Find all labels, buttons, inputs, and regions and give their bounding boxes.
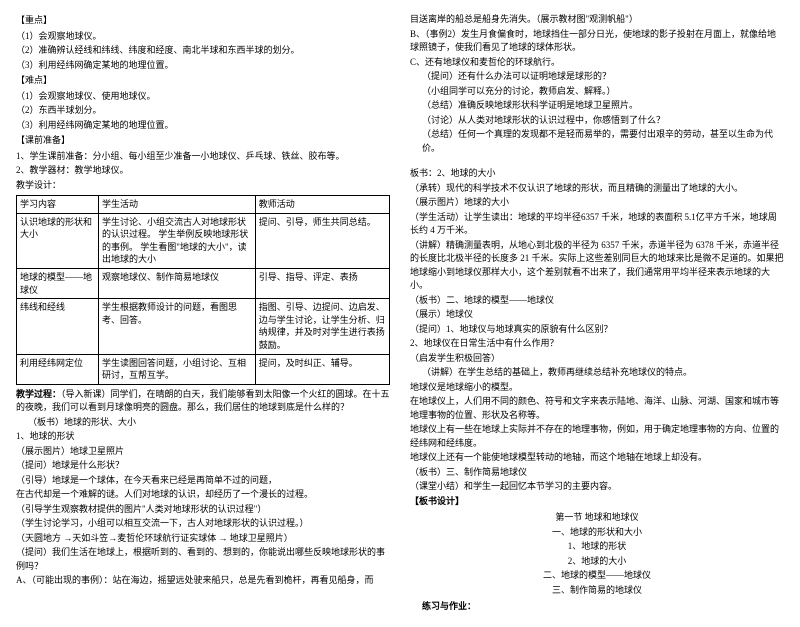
board-line: 一、地球的形状和大小 [410, 526, 784, 540]
homework-head: 练习与作业： [410, 600, 784, 614]
board-line: 三、制作简易的地球仪 [410, 584, 784, 598]
right-column: 目送离岸的船总是船身先消失。（展示教材图"观测帆船"） B、（事例2）发生月食偏… [410, 12, 784, 615]
cell: 地球的模型——地球仪 [17, 268, 99, 298]
process-intro: （导入新课）同学们，在晴朗的白天，我们能够看到太阳像一个火红的圆球。在十五的夜晚… [16, 389, 390, 413]
body-line: （引导学生观察教材提供的图片"人类对地球形状的认识过程"） [16, 503, 390, 517]
table-row: 认识地球的形状和大小 学生讨论、小组交流古人对地球形状的认识过程。 学生举例反映… [17, 213, 390, 268]
heading-difficult: 【难点】 [16, 74, 390, 88]
body-line: 在地球仪上，人们用不同的颜色、符号和文字来表示陆地、海洋、山脉、河湖、国家和城市… [410, 395, 784, 422]
cell: 提问、引导，师生共同总结。 [255, 213, 389, 268]
cell: 纬线和经线 [17, 299, 99, 354]
cell: 认识地球的形状和大小 [17, 213, 99, 268]
body-line: 地球仪是地球缩小的模型。 [410, 381, 784, 395]
table-row: 纬线和经线 学生根据教师设计的问题，看图思考、回答。 指图、引导、边提问、边启发… [17, 299, 390, 354]
prep-item: 教学设计： [16, 179, 390, 193]
table-header: 教师活动 [255, 196, 389, 214]
body-line: （讲解）精确测量表明，从地心到北极的半径为 6357 千米，赤道半径为 6378… [410, 239, 784, 293]
table-header: 学习内容 [17, 196, 99, 214]
body-line: （提问）地球是什么形状？ [16, 459, 390, 473]
cell: 引导、指导、评定、表扬 [255, 268, 389, 298]
body-line: （讨论）从人类对地球形状的认识过程中，你感悟到了什么？ [410, 114, 784, 128]
diff-item: （3）利用经纬网确定某地的地理位置。 [16, 119, 390, 133]
body-line: 在古代却是一个难解的谜。人们对地球的认识，却经历了一个漫长的过程。 [16, 488, 390, 502]
table-header: 学生活动 [99, 196, 256, 214]
body-line: B、（事例2）发生月食偏食时，地球挡住一部分日光，使地球的影子投射在月面上，就像… [410, 28, 784, 55]
board-design-head: 【板书设计】 [410, 495, 784, 509]
table-row: 地球的模型——地球仪 观察地球仪、制作简易地球仪 引导、指导、评定、表扬 [17, 268, 390, 298]
body-line: （学生活动）让学生读出：地球的平均半径6357 千米，地球的表面积 5.1亿平方… [410, 211, 784, 238]
body-line: 1、地球的形状 [16, 430, 390, 444]
cell: 学生读图回答问题，小组讨论、互相研讨，互帮互学。 [99, 354, 256, 384]
board-line: 二、地球的模型——地球仪 [410, 569, 784, 583]
heading-prep: 【课前准备】 [16, 134, 390, 148]
body-line: （总结）任何一个真理的发现都不是轻而易举的，需要付出艰辛的劳动，甚至以生命为代价… [410, 128, 784, 155]
key-item: （1）会观察地球仪。 [16, 30, 390, 44]
body-line: （提问）还有什么办法可以证明地球是球形的？ [410, 70, 784, 84]
board-line: 第一节 地球和地球仪 [410, 511, 784, 525]
lesson-table: 学习内容 学生活动 教师活动 认识地球的形状和大小 学生讨论、小组交流古人对地球… [16, 195, 390, 385]
cell: 学生讨论、小组交流古人对地球形状的认识过程。 学生举例反映地球形状的事例。 学生… [99, 213, 256, 268]
body-line: （板书）地球的形状、大小 [16, 416, 390, 430]
left-column: 【重点】 （1）会观察地球仪。 （2）准确辨认经线和纬线、纬度和经度、南北半球和… [16, 12, 390, 615]
board-line: 2、地球的大小 [410, 555, 784, 569]
body-line: （小组同学可以充分的讨论，教师启发、解释。） [410, 85, 784, 99]
diff-item: （1）会观察地球仪、使用地球仪。 [16, 90, 390, 104]
cell: 指图、引导、边提问、边启发、边与学生讨论，让学生分析、归纳规律，并及时对学生进行… [255, 299, 389, 354]
table-row: 利用经纬网定位 学生读图回答问题，小组讨论、互相研讨，互帮互学。 提问，及时纠正… [17, 354, 390, 384]
body-line: （提问）我们生活在地球上，根据听到的、看到的、想到的，你能说出哪些反映地球形状的… [16, 546, 390, 573]
board-design: 第一节 地球和地球仪 一、地球的形状和大小 1、地球的形状 2、地球的大小 二、… [410, 511, 784, 597]
body-line: 地球仪上还有一个能使地球模型转动的地轴，而这个地轴在地球上却没有。 [410, 451, 784, 465]
prep-item: 2、教学器材：教学地球仪。 [16, 164, 390, 178]
body-line: 板书：2、地球的大小 [410, 167, 784, 181]
process-line: 教学过程：（导入新课）同学们，在晴朗的白天，我们能够看到太阳像一个火红的圆球。在… [16, 388, 390, 415]
body-line: （展示图片）地球的大小 [410, 196, 784, 210]
body-line: （总结）准确反映地球形状科学证明是地球卫星照片。 [410, 99, 784, 113]
body-line: （展示）地球仪 [410, 308, 784, 322]
body-line: （天圆地方 →天如斗笠→麦哲伦环球航行证实球体 → 地球卫星照片） [16, 532, 390, 546]
body-line: （承转）现代的科学技术不仅认识了地球的形状，而且精确的测量出了地球的大小。 [410, 182, 784, 196]
prep-item: 1、学生课前准备：分小组、每小组至少准备一小地球仪、乒乓球、铁丝、胶布等。 [16, 150, 390, 164]
body-line: （板书）三、制作简易地球仪 [410, 466, 784, 480]
body-line: 地球仪上有一些在地球上实际并不存在的地理事物，例如，用于确定地理事物的方向、位置… [410, 423, 784, 450]
body-line: C、还有地球仪和麦哲伦的环球航行。 [410, 56, 784, 70]
body-line: （提问）1、地球仪与地球真实的原貌有什么区别？ [410, 323, 784, 337]
key-item: （2）准确辨认经线和纬线、纬度和经度、南北半球和东西半球的划分。 [16, 44, 390, 58]
diff-item: （2）东西半球划分。 [16, 104, 390, 118]
key-item: （3）利用经纬网确定某地的地理位置。 [16, 59, 390, 73]
body-line: 2、地球仪在日常生活中有什么作用？ [410, 337, 784, 351]
body-line: （讲解）在学生总结的基础上，教师再继续总结补充地球仪的特点。 [410, 366, 784, 380]
body-line: 目送离岸的船总是船身先消失。（展示教材图"观测帆船"） [410, 13, 784, 27]
body-line: （引导）地球是一个球体，在今天看来已经是再简单不过的问题， [16, 474, 390, 488]
cell: 观察地球仪、制作简易地球仪 [99, 268, 256, 298]
cell: 提问，及时纠正、辅导。 [255, 354, 389, 384]
body-line: （板书）二、地球的模型——地球仪 [410, 294, 784, 308]
body-line: （展示图片）地球卫星照片 [16, 445, 390, 459]
heading-key: 【重点】 [16, 14, 390, 28]
body-line: （课堂小结）和学生一起回忆本节学习的主要内容。 [410, 480, 784, 494]
cell: 利用经纬网定位 [17, 354, 99, 384]
cell: 学生根据教师设计的问题，看图思考、回答。 [99, 299, 256, 354]
body-line: （启发学生积极回答） [410, 352, 784, 366]
body-line: A、（可能出现的事例）：站在海边，摇望远处驶来船只，总是先看到桅杆，再看见船身，… [16, 574, 390, 588]
body-line: （学生讨论学习，小组可以相互交流一下，古人对地球形状的认识过程。） [16, 517, 390, 531]
process-head: 教学过程： [16, 389, 61, 399]
board-line: 1、地球的形状 [410, 540, 784, 554]
